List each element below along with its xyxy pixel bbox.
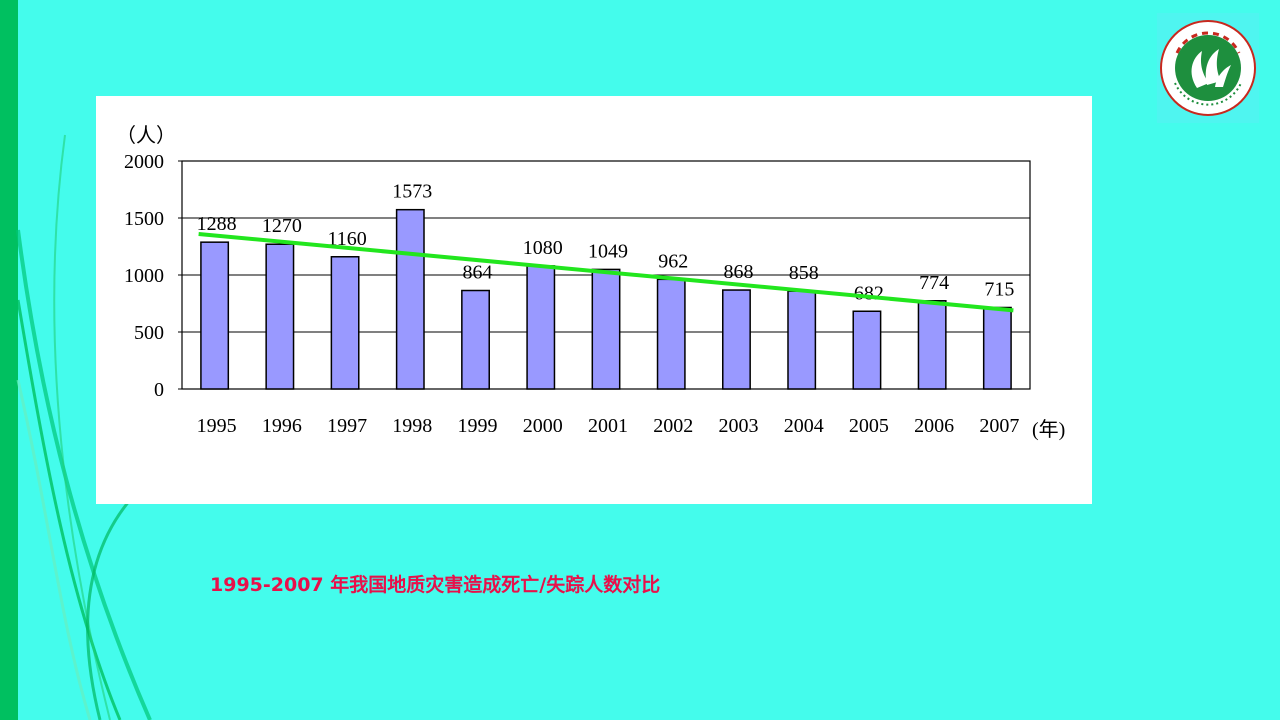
decorative-leaf-lines — [16, 134, 152, 720]
data-label-2004: 858 — [789, 262, 819, 284]
data-label-2003: 868 — [723, 261, 753, 283]
y-tick-label: 1500 — [124, 208, 164, 230]
data-label-1998: 1573 — [392, 181, 432, 203]
y-tick-label: 0 — [154, 379, 164, 401]
bar-1995 — [200, 241, 230, 390]
bar-2002 — [656, 278, 686, 390]
bar-2000 — [526, 265, 556, 390]
trend-line — [198, 231, 1014, 313]
x-tick-label-2004: 2004 — [784, 415, 824, 437]
x-tick-label-2007: 2007 — [979, 415, 1019, 437]
bar-2007 — [982, 306, 1012, 390]
x-tick-label-2001: 2001 — [588, 415, 628, 437]
x-unit-label: (年) — [1032, 418, 1065, 441]
y-unit-label: （人） — [116, 124, 176, 147]
bar-2004 — [787, 290, 817, 390]
data-label-1996: 1270 — [262, 215, 302, 237]
y-tick-label: 2000 — [124, 151, 164, 173]
bar-2006 — [917, 300, 947, 390]
university-logo — [1157, 13, 1259, 123]
x-tick-label-2005: 2005 — [849, 415, 889, 437]
x-tick-label-2002: 2002 — [653, 415, 693, 437]
data-label-2002: 962 — [658, 250, 688, 272]
x-tick-label-1999: 1999 — [458, 415, 498, 437]
data-label-2001: 1049 — [588, 240, 628, 262]
data-label-2006: 774 — [919, 272, 949, 294]
bar-2001 — [591, 268, 621, 390]
chart-caption: 1995-2007 年我国地质灾害造成死亡/失踪人数对比 — [210, 574, 661, 596]
left-accent-stripe — [0, 0, 18, 720]
bar-2005 — [852, 310, 882, 390]
x-tick-label-1998: 1998 — [392, 415, 432, 437]
data-label-2000: 1080 — [523, 237, 563, 259]
x-tick-label-1996: 1996 — [262, 415, 302, 437]
bar-chart: 0 500 1000 1500 2000 （人） 1288 1995 1270 1996 1160 1… — [116, 124, 1065, 441]
bar-2003 — [722, 289, 751, 390]
chart-panel: 0 500 1000 1500 2000 （人） 1288 1995 1270 1996 1160 1… — [96, 96, 1092, 596]
bar-1996 — [265, 243, 295, 390]
bar-1999 — [461, 289, 490, 390]
x-tick-label-1995: 1995 — [197, 415, 237, 437]
bar-1998 — [395, 208, 425, 390]
data-label-1999: 864 — [463, 262, 493, 284]
bar-1997 — [330, 256, 360, 390]
x-tick-label-2003: 2003 — [718, 415, 758, 437]
x-tick-label-1997: 1997 — [327, 415, 367, 437]
y-tick-label: 500 — [134, 322, 164, 344]
data-label-2005: 682 — [854, 282, 884, 304]
data-label-2007: 715 — [984, 278, 1014, 300]
university-seal-icon — [1160, 20, 1256, 116]
y-tick-label: 1000 — [124, 265, 164, 287]
x-tick-label-2000: 2000 — [523, 415, 563, 437]
data-label-1997: 1160 — [327, 228, 366, 250]
x-tick-label-2006: 2006 — [914, 415, 954, 437]
data-label-1995: 1288 — [197, 213, 237, 235]
